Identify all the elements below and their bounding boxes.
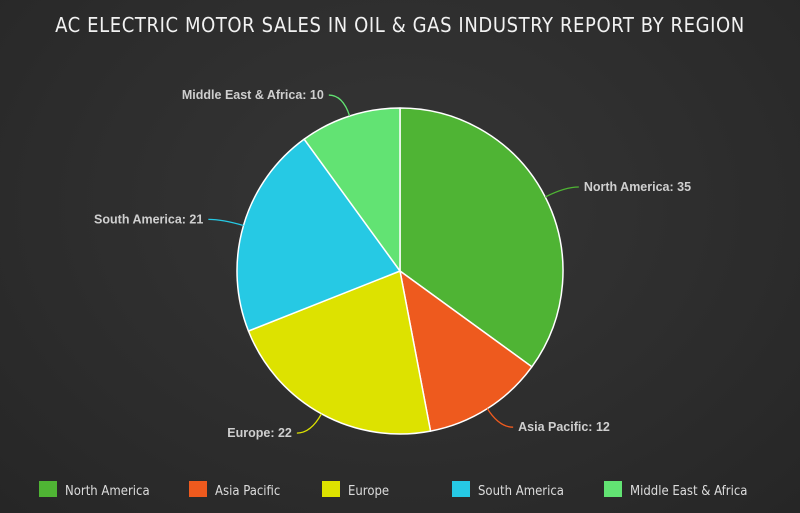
legend-item-middle-east-and-africa[interactable]: Middle East & Africa [604,481,747,499]
legend-swatch [322,481,340,497]
callout-line-south-america [208,218,244,227]
legend-item-south-america[interactable]: South America [452,481,564,499]
callout-line-asia-pacific [486,408,514,428]
slice-label-europe: Europe: 22 [227,426,292,440]
legend-label: North America [65,484,150,499]
legend-label: Middle East & Africa [630,484,747,499]
legend-item-north-america[interactable]: North America [39,481,150,499]
pie-slices [236,107,564,435]
slice-callouts: North America: 35 Asia Pacific: 12 Europe:… [94,88,691,440]
legend-label: Asia Pacific [215,484,280,499]
legend-swatch [452,481,470,497]
legend-label: South America [478,484,564,499]
pie-slice-south-america[interactable] [236,138,401,332]
callout-line-middle-east-and-africa [328,94,351,117]
slice-label-south-america: South America: 21 [94,212,203,226]
slice-label-north-america: North America: 35 [584,180,691,194]
legend-swatch [189,481,207,497]
legend: North America Asia Pacific Europe South Ame… [39,481,747,499]
legend-item-asia-pacific[interactable]: Asia Pacific [189,481,280,499]
chart-title: AC ELECTRIC MOTOR SALES IN OIL & GAS IND… [55,13,745,37]
legend-item-europe[interactable]: Europe [322,481,389,499]
legend-swatch [604,481,622,497]
callout-line-europe [296,413,323,434]
slice-label-middle-east-and-africa: Middle East & Africa: 10 [182,88,324,102]
slice-label-asia-pacific: Asia Pacific: 12 [518,420,610,434]
callout-line-north-america [544,186,579,198]
legend-label: Europe [348,484,389,499]
legend-swatch [39,481,57,497]
